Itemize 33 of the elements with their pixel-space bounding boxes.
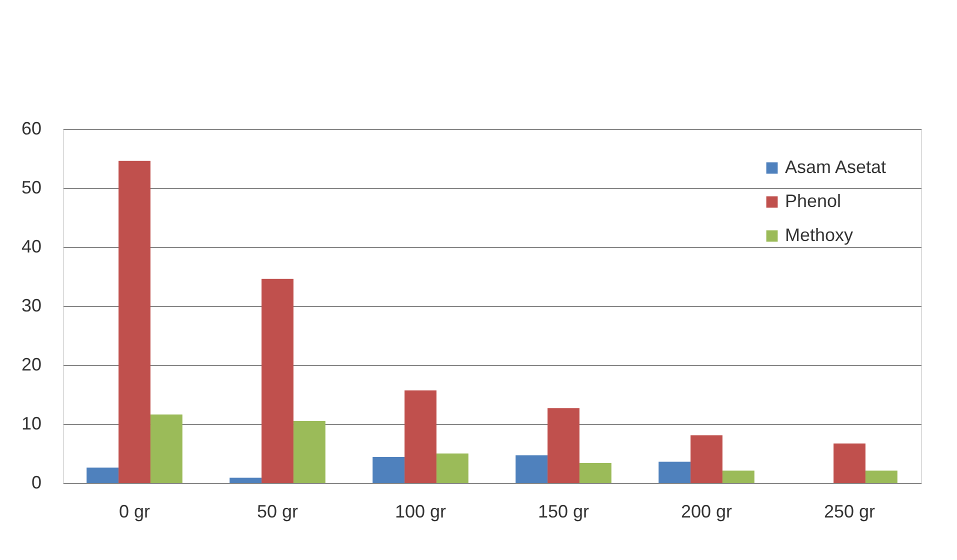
bar	[293, 421, 326, 483]
bar	[118, 160, 150, 483]
bar	[372, 457, 405, 483]
y-tick-label: 20	[21, 354, 42, 374]
x-tick-label: 100 gr	[394, 502, 446, 522]
bar	[86, 468, 119, 483]
bar	[690, 435, 722, 483]
bar	[150, 414, 182, 483]
bar	[436, 454, 468, 483]
bar	[865, 470, 898, 483]
y-tick-label: 10	[21, 414, 42, 434]
legend-label: Phenol	[785, 191, 842, 211]
x-tick-label: 50 gr	[256, 502, 298, 522]
y-tick-label: 60	[21, 118, 42, 138]
x-tick-label: 150 gr	[538, 502, 590, 522]
bar	[230, 478, 262, 483]
y-tick-label: 0	[31, 472, 42, 492]
bar	[722, 470, 754, 483]
legend-label: Methoxy	[785, 225, 854, 245]
y-tick-label: 40	[21, 236, 42, 256]
bar	[404, 390, 436, 483]
x-tick-label: 250 gr	[824, 502, 876, 522]
legend-label: Asam Asetat	[785, 157, 886, 177]
bar	[834, 443, 866, 483]
bar	[579, 462, 612, 483]
bar	[658, 462, 691, 483]
x-tick-label: 0 gr	[118, 502, 150, 522]
x-tick-label: 200 gr	[680, 502, 732, 522]
y-tick-label: 50	[21, 178, 42, 198]
bar	[548, 408, 580, 483]
y-tick-label: 30	[21, 296, 42, 316]
bar	[262, 278, 294, 483]
bar	[516, 455, 548, 483]
